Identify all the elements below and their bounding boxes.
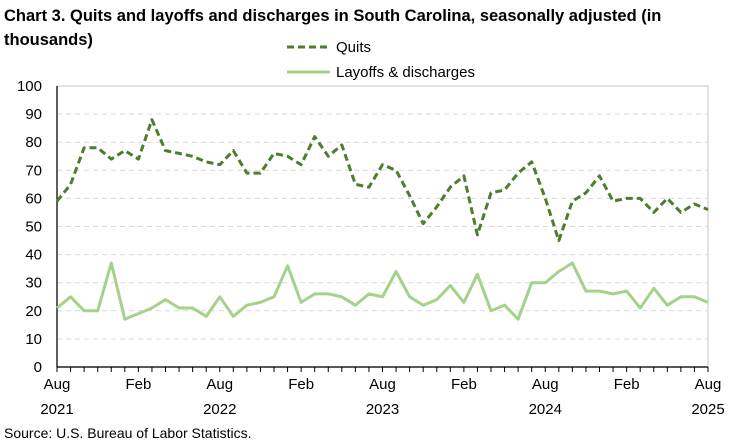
x-tick-year: 2022 [203,401,236,418]
y-tick-label: 70 [25,162,42,179]
y-tick-label: 80 [25,134,42,151]
x-tick-year: 2021 [40,401,73,418]
x-tick-label: Aug [369,376,396,393]
y-tick-label: 0 [34,359,42,376]
x-tick-label: Aug [44,376,71,393]
y-tick-label: 20 [25,303,42,320]
series-line-quits [55,118,709,243]
y-tick-label: 50 [25,219,42,236]
x-tick-label: Feb [451,376,477,393]
y-tick-label: 90 [25,106,42,123]
y-tick-label: 100 [17,78,42,95]
legend-label: Layoffs & discharges [336,64,475,81]
source-note: Source: U.S. Bureau of Labor Statistics. [4,425,252,441]
x-tick-label: Aug [206,376,233,393]
x-tick-year: 2025 [691,401,724,418]
x-tick-label: Aug [532,376,559,393]
x-tick-label: Feb [288,376,314,393]
y-tick-label: 10 [25,331,42,348]
legend-label: Quits [336,39,371,56]
x-tick-label: Aug [695,376,722,393]
x-tick-year: 2024 [529,401,562,418]
x-tick-label: Feb [614,376,640,393]
chart-title: Chart 3. Quits and layoffs and discharge… [4,7,662,49]
x-tick-label: Feb [125,376,151,393]
y-tick-label: 60 [25,190,42,207]
x-tick-year: 2023 [366,401,399,418]
y-tick-label: 40 [25,247,42,264]
y-tick-label: 30 [25,275,42,292]
